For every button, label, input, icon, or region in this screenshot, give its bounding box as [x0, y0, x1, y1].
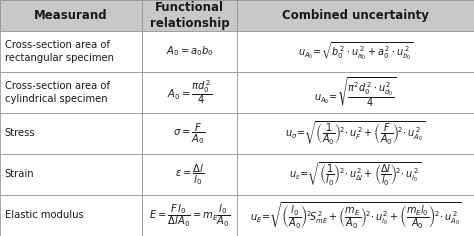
- Text: Cross-section area of
rectangular specimen: Cross-section area of rectangular specim…: [5, 40, 114, 63]
- Text: $A_0 = \dfrac{\pi d_0^{\,2}}{4}$: $A_0 = \dfrac{\pi d_0^{\,2}}{4}$: [167, 78, 212, 106]
- Bar: [0, 113, 142, 154]
- Text: $u_{\varepsilon}\!=\!\sqrt{\left(\dfrac{1}{l_0}\right)^{\!2}\!\cdot u_{\Delta l}: $u_{\varepsilon}\!=\!\sqrt{\left(\dfrac{…: [289, 160, 422, 188]
- Bar: [237, 0, 474, 31]
- Bar: [0, 154, 142, 195]
- Text: $u_{\sigma}\!=\!\sqrt{\left(\dfrac{1}{A_0}\right)^{\!2}\!\cdot u_F^{\,2}+\left(\: $u_{\sigma}\!=\!\sqrt{\left(\dfrac{1}{A_…: [285, 119, 426, 147]
- Bar: [237, 72, 474, 113]
- Bar: [237, 113, 474, 154]
- Text: $u_{A_0}\!=\!\sqrt{\dfrac{\pi^2 d_0^{\,2}\cdot u_{d_0}^{\,2}}{4}}$: $u_{A_0}\!=\!\sqrt{\dfrac{\pi^2 d_0^{\,2…: [314, 75, 397, 109]
- Bar: [142, 72, 237, 113]
- Bar: [142, 0, 237, 31]
- Text: Strain: Strain: [5, 169, 34, 179]
- Bar: [142, 195, 237, 236]
- Bar: [237, 31, 474, 72]
- Bar: [0, 31, 142, 72]
- Text: $A_0 = a_0 b_0$: $A_0 = a_0 b_0$: [166, 44, 213, 58]
- Bar: [142, 31, 237, 72]
- Bar: [142, 113, 237, 154]
- Text: Combined uncertainty: Combined uncertainty: [282, 9, 429, 22]
- Bar: [237, 154, 474, 195]
- Text: Measurand: Measurand: [34, 9, 108, 22]
- Text: $u_E\!=\!\sqrt{\left(\dfrac{l_0}{A_0}\right)^{\!2}\!S_{mE}^{\,2}+\left(\dfrac{m_: $u_E\!=\!\sqrt{\left(\dfrac{l_0}{A_0}\ri…: [249, 200, 462, 231]
- Text: $\sigma = \dfrac{F}{A_0}$: $\sigma = \dfrac{F}{A_0}$: [173, 121, 206, 146]
- Text: Stress: Stress: [5, 128, 36, 138]
- Bar: [0, 195, 142, 236]
- Text: $u_{A_0}\!=\!\sqrt{b_0^{\,2}\cdot u_{a_0}^{\,2}+a_0^{\,2}\cdot u_{b_0}^{\,2}}$: $u_{A_0}\!=\!\sqrt{b_0^{\,2}\cdot u_{a_0…: [298, 40, 413, 62]
- Text: Cross-section area of
cylindrical specimen: Cross-section area of cylindrical specim…: [5, 81, 110, 104]
- Text: Elastic modulus: Elastic modulus: [5, 211, 83, 220]
- Bar: [237, 195, 474, 236]
- Bar: [0, 0, 142, 31]
- Text: Functional
relationship: Functional relationship: [150, 1, 229, 30]
- Text: $E = \dfrac{F\,l_0}{\Delta l A_0} = m_E\dfrac{l_0}{A_0}$: $E = \dfrac{F\,l_0}{\Delta l A_0} = m_E\…: [149, 202, 230, 229]
- Bar: [0, 72, 142, 113]
- Bar: [142, 154, 237, 195]
- Text: $\varepsilon = \dfrac{\Delta l}{l_0}$: $\varepsilon = \dfrac{\Delta l}{l_0}$: [175, 162, 204, 187]
